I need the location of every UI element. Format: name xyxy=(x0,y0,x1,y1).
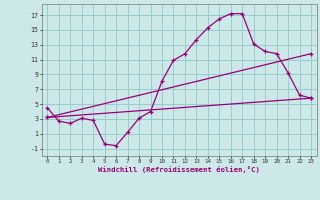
X-axis label: Windchill (Refroidissement éolien,°C): Windchill (Refroidissement éolien,°C) xyxy=(98,166,260,173)
